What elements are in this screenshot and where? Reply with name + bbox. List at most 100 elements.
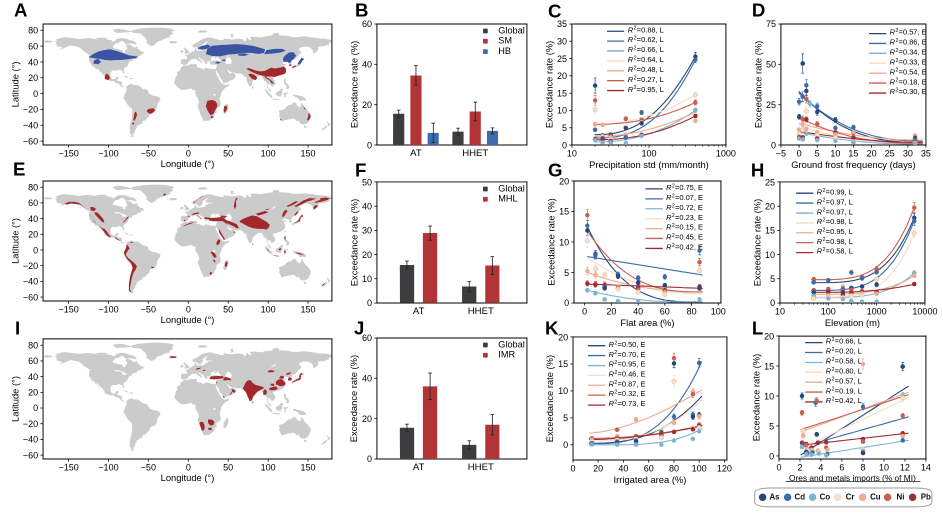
svg-text:10: 10 (558, 386, 568, 396)
svg-text:Latitude (°): Latitude (°) (11, 218, 21, 264)
svg-text:AT: AT (413, 462, 425, 473)
svg-text:R 2 = 0: R 2 = 0 . 8 7 , E (609, 364, 647, 392)
svg-text:80: 80 (28, 183, 38, 193)
svg-text:Exceedance rate (%): Exceedance rate (%) (544, 41, 554, 128)
svg-text:1000: 1000 (867, 306, 887, 316)
svg-text:5: 5 (562, 123, 567, 133)
svg-text:R 2 = 0: R 2 = 0 . 8 0 , L (826, 351, 864, 379)
svg-text:As: As (769, 492, 780, 501)
svg-text:R 2 = 0: R 2 = 0 . 5 4 , E (890, 52, 928, 80)
svg-text:Longitude (°): Longitude (°) (161, 473, 215, 483)
svg-text:R 2 = 0: R 2 = 0 . 5 0 , E (609, 324, 647, 352)
svg-text:40: 40 (28, 57, 38, 67)
svg-text:Flat area (%): Flat area (%) (620, 318, 674, 328)
svg-text:0: 0 (367, 298, 372, 308)
svg-text:A: A (14, 0, 27, 21)
svg-text:Co: Co (820, 492, 831, 501)
svg-text:0: 0 (582, 306, 587, 316)
svg-text:R 2 = 0: R 2 = 0 . 9 5 , L (628, 69, 666, 97)
svg-text:0: 0 (563, 440, 568, 450)
svg-text:Ores and metals imports (% of: Ores and metals imports (% of MI) (789, 473, 916, 483)
svg-text:Exceedance rate (%): Exceedance rate (%) (349, 355, 359, 442)
svg-text:100: 100 (261, 148, 276, 158)
svg-text:8: 8 (860, 462, 865, 472)
svg-text:−40: −40 (23, 120, 38, 130)
svg-text:MHL: MHL (498, 194, 517, 204)
svg-text:50: 50 (362, 177, 372, 187)
svg-text:20: 20 (593, 463, 603, 473)
svg-text:Exceedance rate (%): Exceedance rate (%) (752, 199, 762, 286)
svg-text:R 2 = 0: R 2 = 0 . 8 8 , L (628, 10, 666, 38)
svg-text:50: 50 (223, 462, 233, 472)
svg-text:R 2 = 0: R 2 = 0 . 0 7 , E (666, 177, 704, 205)
svg-text:R 2 = 0: R 2 = 0 . 3 4 , E (890, 32, 928, 60)
svg-text:10: 10 (830, 148, 840, 158)
svg-text:Cr: Cr (846, 492, 855, 501)
svg-text:R 2 = 0: R 2 = 0 . 4 8 , L (628, 49, 666, 77)
svg-text:Global: Global (498, 339, 524, 349)
svg-text:15: 15 (764, 361, 774, 371)
svg-text:0: 0 (33, 245, 38, 255)
svg-text:50: 50 (766, 60, 776, 70)
svg-text:R 2 = 0: R 2 = 0 . 4 5 , E (666, 217, 704, 245)
svg-text:6: 6 (839, 462, 844, 472)
svg-text:20: 20 (765, 201, 775, 211)
svg-text:R 2 = 0: R 2 = 0 . 4 2 , L (826, 381, 864, 409)
svg-text:R 2 = 0: R 2 = 0 . 7 3 , E (609, 384, 647, 412)
svg-text:0: 0 (564, 298, 569, 308)
svg-text:Latitude (°): Latitude (°) (11, 61, 21, 107)
svg-text:AT: AT (410, 148, 422, 159)
svg-text:0: 0 (186, 148, 191, 158)
svg-text:30: 30 (903, 148, 913, 158)
svg-text:R 2 = 0: R 2 = 0 . 3 3 , E (890, 42, 928, 70)
svg-text:40: 40 (28, 372, 38, 382)
svg-text:−100: −100 (98, 148, 118, 158)
svg-text:20: 20 (867, 148, 877, 158)
svg-text:−100: −100 (98, 304, 118, 314)
svg-text:10: 10 (765, 250, 775, 260)
svg-text:−60: −60 (23, 450, 38, 460)
svg-text:Exceedance rate (%): Exceedance rate (%) (753, 41, 763, 128)
svg-text:15: 15 (765, 226, 775, 236)
svg-text:10: 10 (362, 274, 372, 284)
svg-text:20: 20 (362, 414, 372, 424)
svg-text:R 2 = 0: R 2 = 0 . 2 3 , E (666, 197, 704, 225)
svg-text:20: 20 (558, 332, 568, 342)
svg-text:100: 100 (261, 462, 276, 472)
svg-text:SM: SM (498, 36, 512, 46)
svg-text:60: 60 (362, 333, 372, 343)
svg-text:25: 25 (765, 177, 775, 187)
svg-text:Pb: Pb (921, 492, 931, 501)
svg-text:Exceedance rate (%): Exceedance rate (%) (349, 41, 359, 128)
svg-text:Longitude (°): Longitude (°) (161, 159, 215, 169)
svg-text:80: 80 (687, 306, 697, 316)
svg-text:Precipitation std (mm/month): Precipitation std (mm/month) (589, 160, 709, 170)
svg-text:120: 120 (717, 463, 732, 473)
svg-text:HHET: HHET (468, 306, 494, 317)
svg-text:Elevation (m): Elevation (m) (825, 318, 880, 328)
svg-text:L: L (752, 317, 763, 338)
svg-text:75: 75 (766, 19, 776, 29)
svg-text:0: 0 (769, 451, 774, 461)
svg-text:25: 25 (885, 148, 895, 158)
svg-text:35: 35 (921, 148, 931, 158)
svg-text:10: 10 (879, 462, 889, 472)
svg-text:60: 60 (28, 41, 38, 51)
svg-text:E: E (13, 159, 25, 180)
svg-text:Exceedance rate (%): Exceedance rate (%) (349, 199, 359, 286)
svg-text:40: 40 (28, 214, 38, 224)
svg-text:5: 5 (564, 268, 569, 278)
svg-text:35: 35 (557, 19, 567, 29)
svg-text:Exceedance rate (%): Exceedance rate (%) (751, 354, 761, 441)
svg-text:R 2 = 0: R 2 = 0 . 6 2 , L (628, 20, 666, 48)
svg-text:Cd: Cd (795, 492, 806, 501)
svg-text:R 2 = 0: R 2 = 0 . 2 7 , L (628, 59, 666, 87)
svg-text:HHET: HHET (462, 148, 488, 159)
svg-text:Cu: Cu (870, 492, 881, 501)
svg-text:−60: −60 (23, 292, 38, 302)
svg-text:5: 5 (563, 413, 568, 423)
svg-text:20: 20 (557, 71, 567, 81)
svg-text:R 2 = 0: R 2 = 0 . 5 7 , L (826, 361, 863, 389)
svg-text:20: 20 (606, 306, 616, 316)
svg-text:HB: HB (498, 46, 511, 56)
